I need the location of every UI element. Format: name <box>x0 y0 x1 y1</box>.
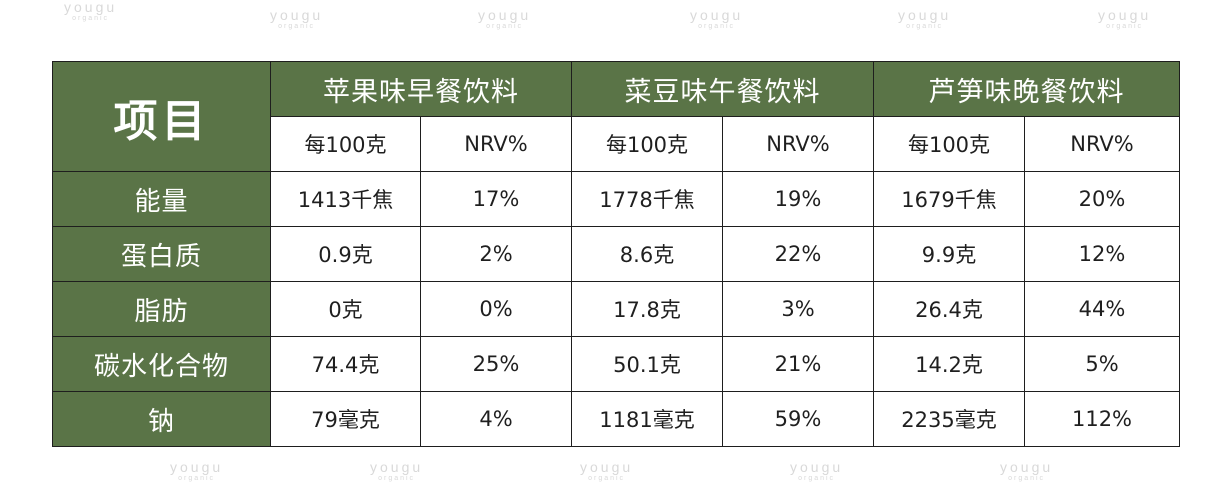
watermark-logo: yougu organic <box>690 7 744 30</box>
watermark-logo: yougu organic <box>898 7 952 30</box>
table-cell: 17.8克 <box>571 281 723 337</box>
watermark-logo: yougu organic <box>790 459 844 482</box>
table-cell: 50.1克 <box>571 336 723 392</box>
row-label: 钠 <box>52 391 271 447</box>
table-cell: 0% <box>420 281 572 337</box>
group-header-breakfast: 苹果味早餐饮料 <box>270 61 572 117</box>
table-cell: 17% <box>420 171 572 227</box>
row-label: 脂肪 <box>52 281 271 337</box>
table-cell: 20% <box>1024 171 1180 227</box>
table-cell: 0克 <box>270 281 421 337</box>
table-cell: 21% <box>722 336 874 392</box>
watermark-logo: yougu organic <box>270 7 324 30</box>
group-header-dinner: 芦笋味晚餐饮料 <box>873 61 1180 117</box>
table-row: 蛋白质 0.9克 2% 8.6克 22% 9.9克 12% <box>52 226 1180 282</box>
watermark-logo: yougu organic <box>1098 7 1152 30</box>
table-cell: 25% <box>420 336 572 392</box>
table-row: 能量 1413千焦 17% 1778千焦 19% 1679千焦 20% <box>52 171 1180 227</box>
table-cell: 44% <box>1024 281 1180 337</box>
watermark-logo: yougu organic <box>64 0 118 22</box>
row-label: 碳水化合物 <box>52 336 271 392</box>
table-row: 钠 79毫克 4% 1181毫克 59% 2235毫克 112% <box>52 391 1180 447</box>
table-row: 碳水化合物 74.4克 25% 50.1克 21% 14.2克 5% <box>52 336 1180 392</box>
subheader-per100g: 每100克 <box>270 116 421 172</box>
table-cell: 1679千焦 <box>873 171 1025 227</box>
table-cell: 9.9克 <box>873 226 1025 282</box>
table-cell: 0.9克 <box>270 226 421 282</box>
watermark-logo: yougu organic <box>370 459 424 482</box>
watermark-logo: yougu organic <box>478 7 532 30</box>
row-label: 能量 <box>52 171 271 227</box>
table-cell: 4% <box>420 391 572 447</box>
subheader-nrv: NRV% <box>722 116 874 172</box>
table-cell: 8.6克 <box>571 226 723 282</box>
table-cell: 22% <box>722 226 874 282</box>
table-cell: 14.2克 <box>873 336 1025 392</box>
table-cell: 59% <box>722 391 874 447</box>
table-cell: 1413千焦 <box>270 171 421 227</box>
table-cell: 5% <box>1024 336 1180 392</box>
table-header-row: 项目 苹果味早餐饮料 菜豆味午餐饮料 芦笋味晚餐饮料 <box>52 61 1180 172</box>
table-cell: 1778千焦 <box>571 171 723 227</box>
subheader-nrv: NRV% <box>1024 116 1180 172</box>
nutrition-table-container: 项目 苹果味早餐饮料 菜豆味午餐饮料 芦笋味晚餐饮料 每100克 NRV% 每1… <box>52 61 1180 447</box>
table-cell: 1181毫克 <box>571 391 723 447</box>
subheader-nrv: NRV% <box>420 116 572 172</box>
group-header-lunch: 菜豆味午餐饮料 <box>571 61 874 117</box>
table-cell: 74.4克 <box>270 336 421 392</box>
table-cell: 112% <box>1024 391 1180 447</box>
subheader-per100g: 每100克 <box>571 116 723 172</box>
row-label: 蛋白质 <box>52 226 271 282</box>
table-cell: 2% <box>420 226 572 282</box>
table-cell: 12% <box>1024 226 1180 282</box>
table-cell: 3% <box>722 281 874 337</box>
subheader-per100g: 每100克 <box>873 116 1025 172</box>
watermark-logo: yougu organic <box>580 459 634 482</box>
table-cell: 79毫克 <box>270 391 421 447</box>
corner-header: 项目 <box>52 61 271 172</box>
watermark-logo: yougu organic <box>1000 459 1054 482</box>
table-cell: 2235毫克 <box>873 391 1025 447</box>
table-cell: 19% <box>722 171 874 227</box>
table-cell: 26.4克 <box>873 281 1025 337</box>
nutrition-table: 项目 苹果味早餐饮料 菜豆味午餐饮料 芦笋味晚餐饮料 每100克 NRV% 每1… <box>52 61 1180 447</box>
table-row: 脂肪 0克 0% 17.8克 3% 26.4克 44% <box>52 281 1180 337</box>
watermark-logo: yougu organic <box>170 459 224 482</box>
